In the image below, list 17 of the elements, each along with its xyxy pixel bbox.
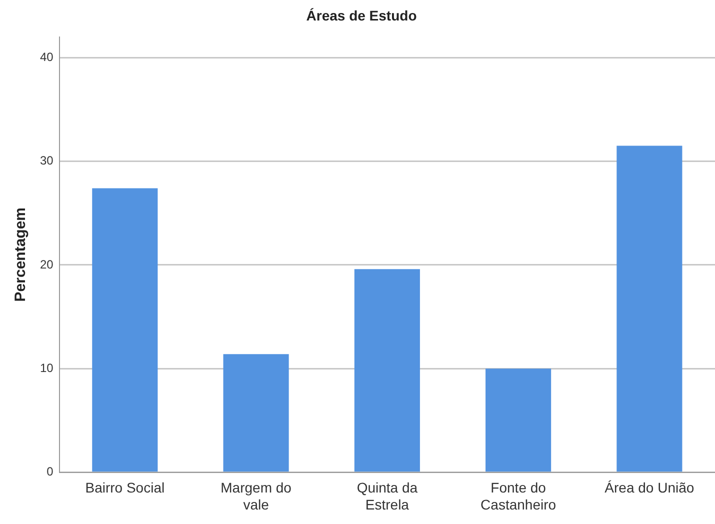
x-tick-label: Fonte do Castanheiro	[480, 480, 556, 512]
x-tick-label: Quinta da Estrela	[356, 480, 418, 512]
y-tick-label: 20	[40, 257, 54, 272]
x-tick-label: Bairro Social	[85, 480, 165, 496]
bar	[223, 354, 289, 472]
bar	[354, 269, 420, 472]
y-tick-label: 30	[40, 154, 54, 168]
chart-title: Áreas de Estudo	[306, 7, 417, 24]
x-tick-label: Margem do vale	[220, 480, 292, 512]
y-tick-label: 0	[46, 464, 54, 479]
bar	[92, 188, 158, 472]
y-axis-title: Percentagem	[12, 207, 30, 302]
y-tick-label: 40	[40, 50, 54, 64]
bar	[486, 368, 552, 472]
bar	[616, 146, 682, 472]
x-tick-label: Área do União	[604, 480, 694, 496]
y-tick-label: 10	[40, 361, 54, 375]
